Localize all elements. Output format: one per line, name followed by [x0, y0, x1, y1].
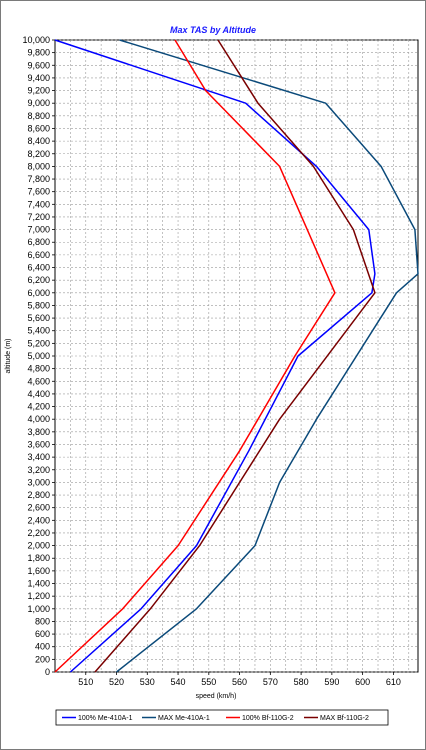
y-tick-label: 3,800 — [27, 427, 50, 437]
y-tick-label: 5,600 — [27, 313, 50, 323]
x-tick-label: 570 — [263, 677, 278, 687]
y-tick-label: 5,200 — [27, 338, 50, 348]
legend-label: 100% Me-410A-1 — [78, 715, 133, 722]
y-tick-label: 7,800 — [27, 174, 50, 184]
x-tick-label: 520 — [109, 677, 124, 687]
legend-label: MAX Me-410A-1 — [158, 715, 210, 722]
legend-label: 100% Bf-110G-2 — [242, 715, 294, 722]
x-tick-label: 530 — [140, 677, 155, 687]
series-lines — [54, 39, 419, 673]
series-line-4 — [94, 39, 376, 673]
series-line-2 — [116, 39, 419, 673]
y-tick-label: 10,000 — [22, 35, 50, 45]
y-tick-label: 400 — [35, 642, 50, 652]
y-tick-label: 4,600 — [27, 376, 50, 386]
y-tick-label: 9,600 — [27, 60, 50, 70]
y-tick-label: 7,200 — [27, 212, 50, 222]
x-axis-label: speed (km/h) — [196, 693, 237, 700]
y-tick-label: 8,200 — [27, 149, 50, 159]
y-tick-label: 9,000 — [27, 98, 50, 108]
y-tick-label: 5,400 — [27, 326, 50, 336]
legend-entries: 100% Me-410A-1 MAX Me-410A-1 100% Bf-110G-… — [62, 715, 369, 722]
x-tick-label: 590 — [324, 677, 339, 687]
y-tick-label: 6,600 — [27, 250, 50, 260]
y-tick-label: 2,400 — [27, 515, 50, 525]
y-tick-label: 6,000 — [27, 288, 50, 298]
y-tick-label: 7,400 — [27, 199, 50, 209]
y-tick-label: 1,800 — [27, 553, 50, 563]
y-tick-label: 1,200 — [27, 591, 50, 601]
y-tick-label: 2,200 — [27, 528, 50, 538]
y-tick-label: 8,000 — [27, 161, 50, 171]
y-tick-label: 3,200 — [27, 465, 50, 475]
y-tick-label: 1,600 — [27, 566, 50, 576]
y-tick-label: 4,200 — [27, 402, 50, 412]
y-tick-label: 4,000 — [27, 414, 50, 424]
y-tick-label: 2,600 — [27, 503, 50, 513]
x-axis-ticks: 510 520 530 540 550 560 570 580 590 600 610 — [78, 672, 401, 687]
series-line-3 — [54, 39, 336, 673]
y-tick-label: 6,200 — [27, 275, 50, 285]
x-tick-label: 580 — [294, 677, 309, 687]
y-tick-label: 1,000 — [27, 604, 50, 614]
y-tick-label: 200 — [35, 654, 50, 664]
x-tick-label: 610 — [386, 677, 401, 687]
y-tick-label: 8,400 — [27, 136, 50, 146]
y-tick-label: 6,400 — [27, 263, 50, 273]
y-tick-label: 6,800 — [27, 237, 50, 247]
y-tick-label: 9,800 — [27, 48, 50, 58]
y-tick-label: 8,800 — [27, 111, 50, 121]
y-tick-label: 3,600 — [27, 439, 50, 449]
y-tick-label: 3,400 — [27, 452, 50, 462]
y-tick-label: 5,000 — [27, 351, 50, 361]
legend — [55, 709, 389, 726]
y-tick-label: 0 — [45, 667, 50, 677]
y-tick-label: 7,000 — [27, 225, 50, 235]
chart-title: Max TAS by Altitude — [170, 25, 256, 35]
grid — [55, 39, 418, 673]
y-tick-label: 2,800 — [27, 490, 50, 500]
y-tick-label: 3,000 — [27, 477, 50, 487]
y-tick-label: 5,800 — [27, 300, 50, 310]
x-tick-label: 510 — [78, 677, 93, 687]
y-tick-label: 600 — [35, 629, 50, 639]
x-tick-label: 600 — [355, 677, 370, 687]
y-tick-label: 800 — [35, 616, 50, 626]
y-tick-label: 8,600 — [27, 123, 50, 133]
legend-label: MAX Bf-110G-2 — [320, 715, 369, 722]
x-tick-label: 540 — [171, 677, 186, 687]
y-tick-label: 7,600 — [27, 187, 50, 197]
series-line-1 — [54, 39, 376, 673]
x-tick-label: 560 — [232, 677, 247, 687]
y-tick-label: 9,400 — [27, 73, 50, 83]
y-tick-label: 4,400 — [27, 389, 50, 399]
y-tick-label: 2,000 — [27, 541, 50, 551]
y-tick-label: 9,200 — [27, 86, 50, 96]
y-tick-label: 4,800 — [27, 364, 50, 374]
y-axis-ticks: 0 200 400 600 800 1,000 1,200 1,400 1,600 1,800 2,… — [22, 35, 55, 677]
x-tick-label: 550 — [201, 677, 216, 687]
y-tick-label: 1,400 — [27, 579, 50, 589]
y-axis-label: altitude (m) — [5, 338, 12, 373]
